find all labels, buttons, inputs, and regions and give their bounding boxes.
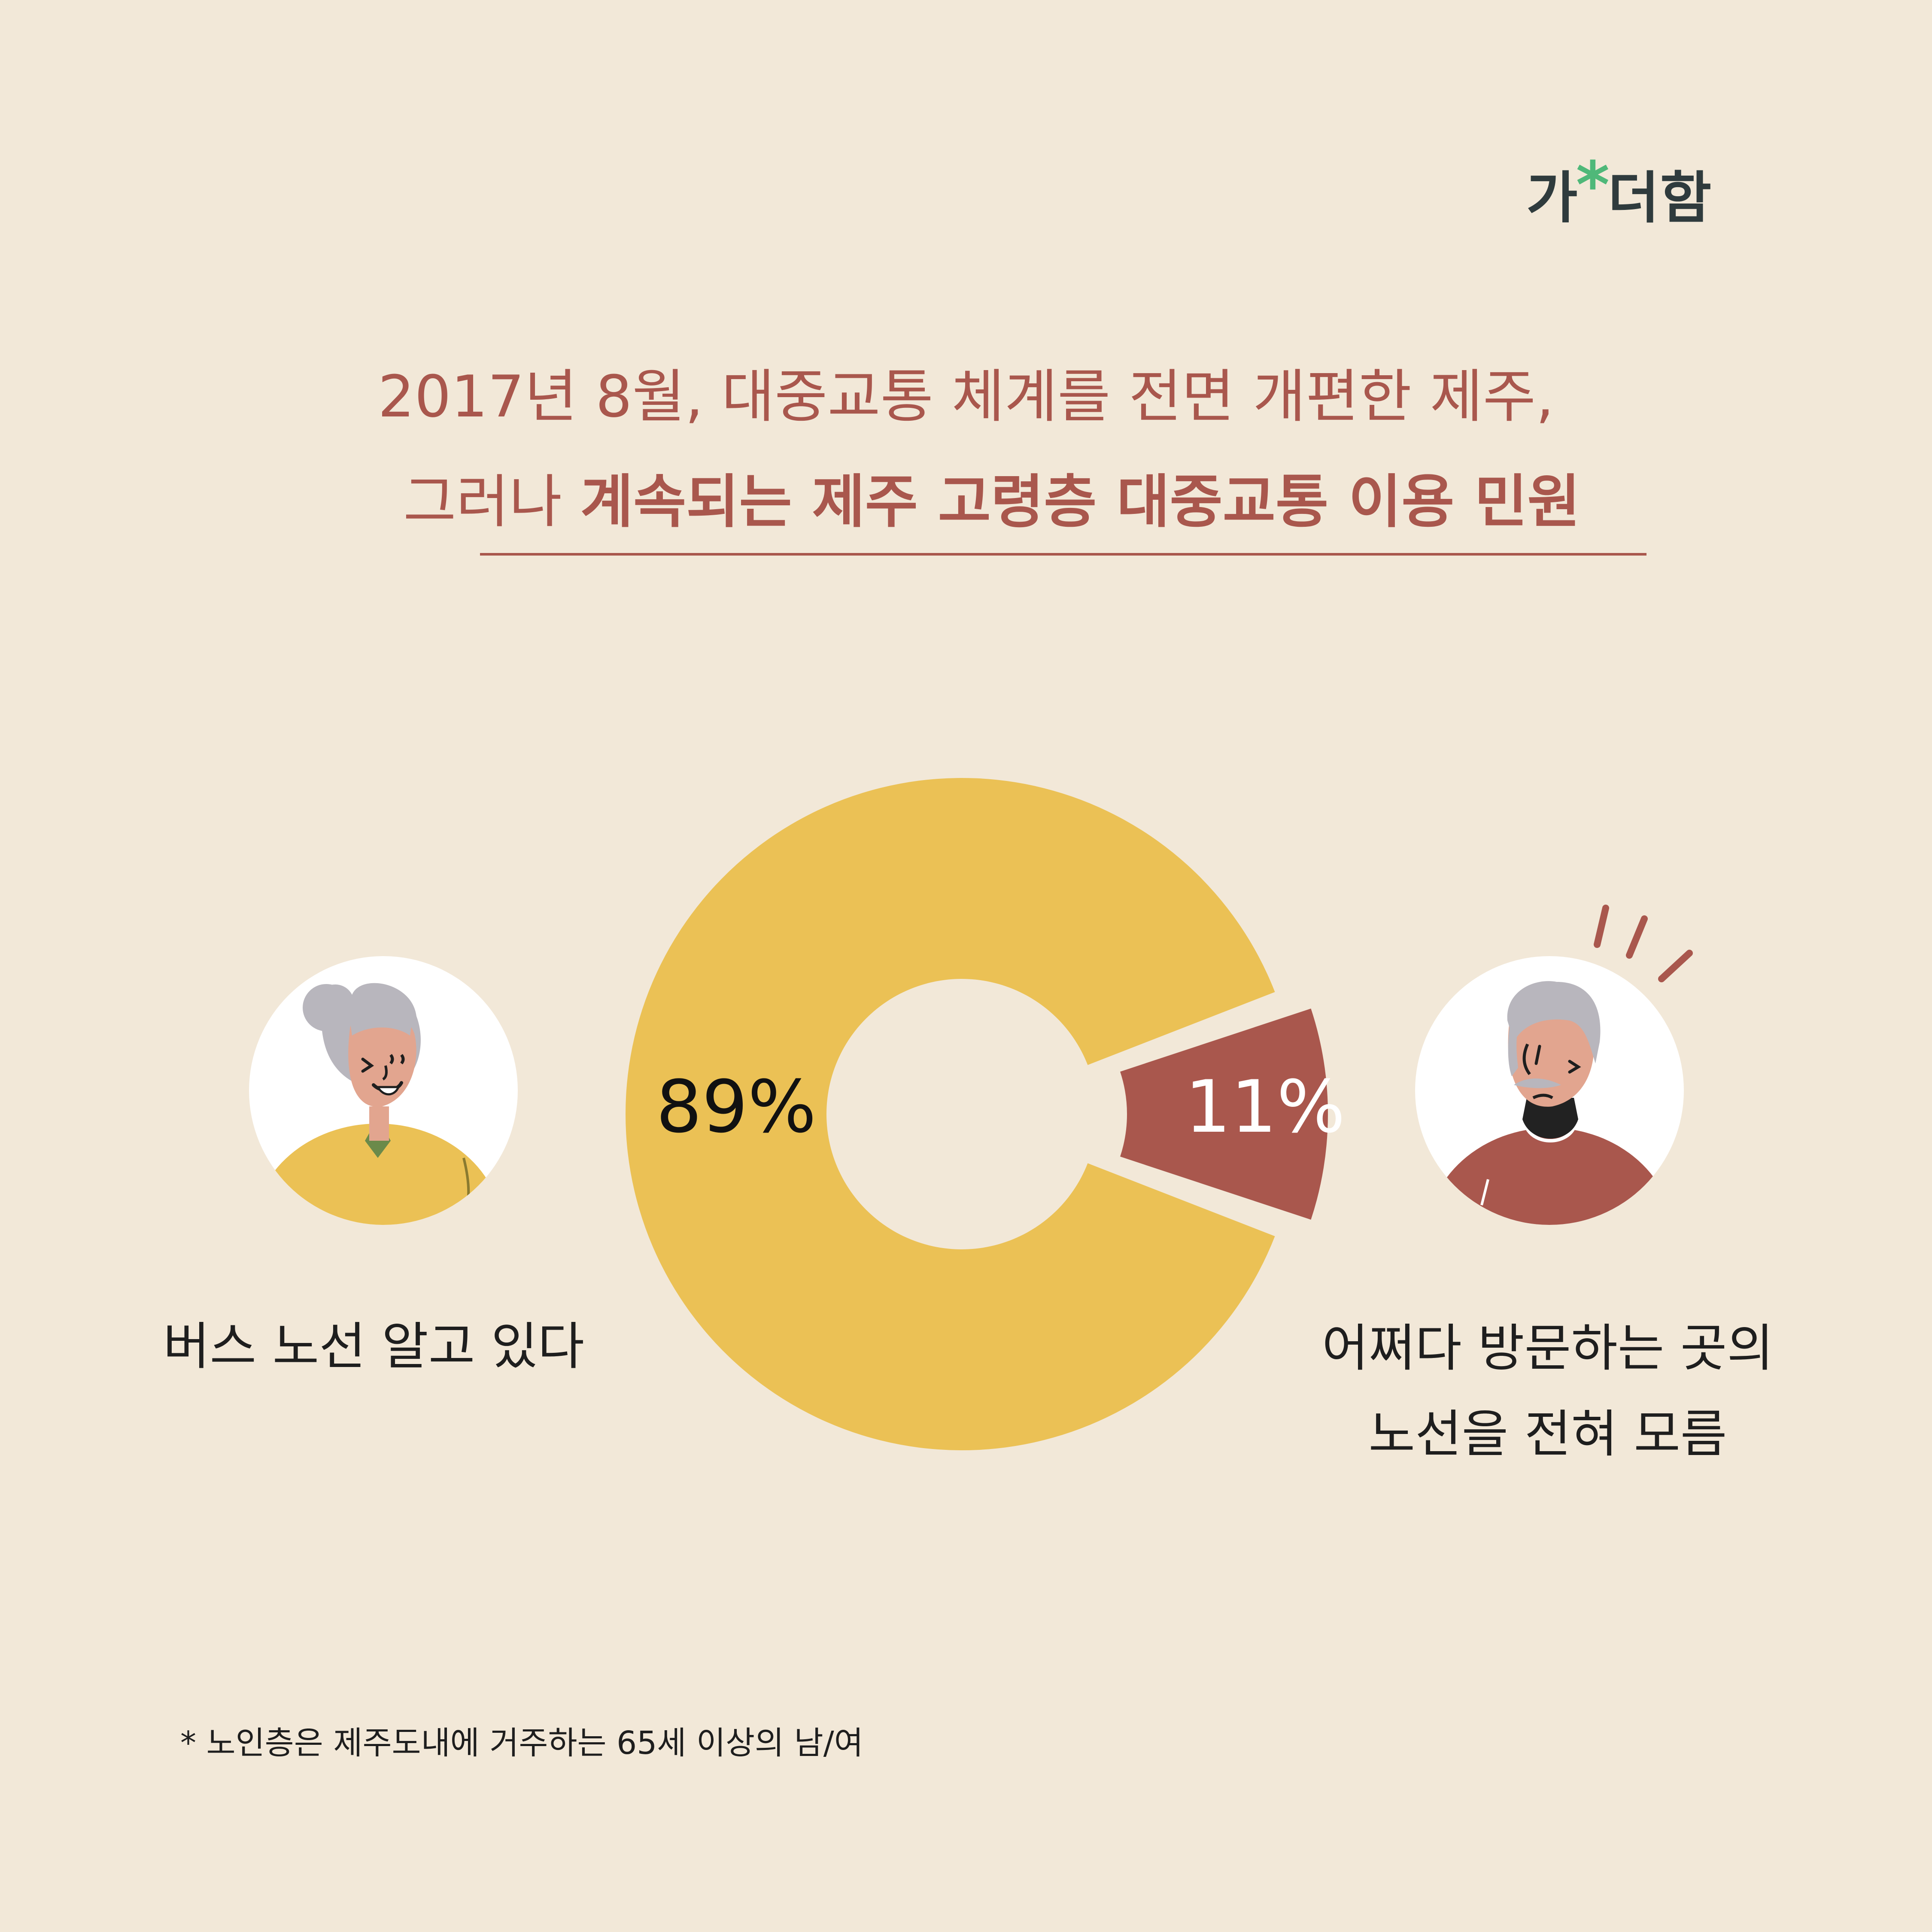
caption-right-line-2: 노선을 전혀 모름 (1368, 1404, 1727, 1464)
caption-right-line-1: 어쩌다 방문하는 곳의 (1321, 1318, 1774, 1378)
title-line-1: 2017년 8월, 대중교통 체계를 전면 개편한 제주, (378, 363, 1554, 430)
brand-logo: 가 * 더함 (1526, 148, 1712, 231)
avatar-right (1415, 956, 1684, 1225)
logo-text-before: 가 (1526, 165, 1579, 231)
title-line-2-prefix: 그러나 (403, 468, 580, 535)
title-underline (480, 553, 1646, 556)
caption-right: 어쩌다 방문하는 곳의 노선을 전혀 모름 (1301, 1305, 1795, 1477)
slice-label-major: 89% (656, 1065, 817, 1149)
surprise-lines-icon (1594, 905, 1693, 982)
donut-slice-major (625, 778, 1275, 1450)
caption-left: 버스 노선 알고 있다 (163, 1317, 585, 1376)
title-line-2: 그러나 계속되는 제주 고령층 대중교통 이용 민원 (26, 455, 1932, 538)
smiling-elderly-woman-icon (253, 983, 502, 1225)
title-line-2-highlight: 계속되는 제주 고령층 대중교통 이용 민원 (580, 468, 1580, 535)
footnote: * 노인층은 제주도내에 거주하는 65세 이상의 남/여 (180, 1725, 863, 1762)
logo-star-icon: * (1576, 148, 1611, 223)
confused-elderly-man-icon (1427, 981, 1674, 1225)
donut-slice-minor (1120, 1009, 1328, 1220)
logo-text-after: 더함 (1608, 165, 1713, 231)
slice-label-minor: 11% (1185, 1065, 1346, 1149)
avatar-left (249, 956, 518, 1225)
